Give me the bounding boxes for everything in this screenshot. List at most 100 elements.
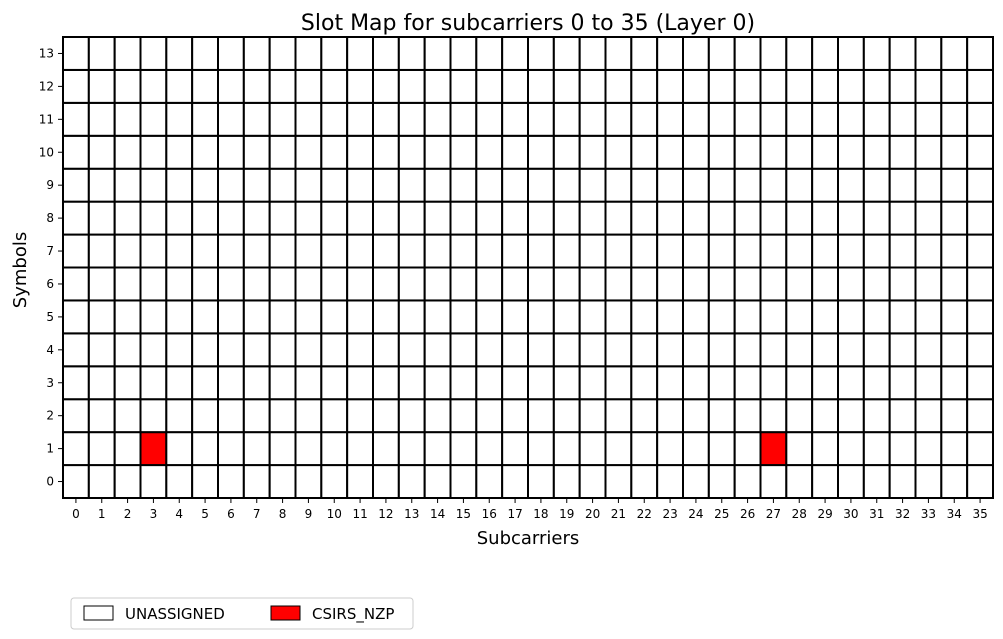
cell-unassigned	[423, 266, 452, 302]
cell-unassigned	[604, 431, 633, 467]
cell-unassigned	[242, 464, 271, 500]
x-tick-label: 18	[533, 507, 548, 521]
cell-unassigned	[527, 134, 555, 170]
cell-unassigned	[707, 200, 736, 236]
x-tick-label: 34	[947, 507, 962, 521]
cell-unassigned	[294, 299, 323, 335]
cell-unassigned	[501, 431, 530, 467]
x-tick-label: 25	[714, 507, 729, 521]
cell-unassigned	[346, 431, 375, 467]
cell-unassigned	[785, 101, 814, 137]
cell-unassigned	[966, 398, 994, 434]
cell-unassigned	[346, 233, 375, 269]
cell-unassigned	[294, 134, 323, 170]
cell-unassigned	[475, 101, 504, 137]
cell-unassigned	[578, 200, 607, 236]
cell-unassigned	[242, 36, 271, 71]
cell-unassigned	[552, 431, 581, 467]
cell-unassigned	[423, 134, 452, 170]
cell-unassigned	[475, 365, 504, 401]
cell-unassigned	[733, 68, 762, 104]
cell-unassigned	[759, 167, 788, 203]
cell-unassigned	[966, 68, 994, 104]
cell-unassigned	[113, 464, 142, 500]
cell-unassigned	[449, 68, 478, 104]
cell-unassigned	[604, 36, 633, 71]
cell-unassigned	[733, 464, 762, 500]
cell-unassigned	[268, 68, 297, 104]
cell-unassigned	[62, 134, 90, 170]
cell-unassigned	[62, 266, 90, 302]
cell-unassigned	[423, 431, 452, 467]
cell-unassigned	[656, 365, 684, 401]
y-tick-label: 4	[46, 343, 54, 357]
cell-unassigned	[733, 134, 762, 170]
cell-unassigned	[733, 431, 762, 467]
cell-unassigned	[888, 365, 917, 401]
x-tick-label: 33	[921, 507, 936, 521]
cell-unassigned	[707, 299, 736, 335]
cell-unassigned	[862, 365, 891, 401]
cell-unassigned	[320, 200, 349, 236]
cell-unassigned	[630, 101, 659, 137]
cell-unassigned	[191, 299, 219, 335]
cell-unassigned	[966, 431, 994, 467]
x-tick-label: 2	[124, 507, 132, 521]
cell-unassigned	[604, 332, 633, 368]
cell-unassigned	[811, 431, 839, 467]
y-tick-label: 10	[39, 145, 54, 159]
cell-unassigned	[682, 332, 710, 368]
cell-unassigned	[578, 464, 607, 500]
cell-unassigned	[552, 299, 581, 335]
x-tick-label: 3	[150, 507, 158, 521]
cell-unassigned	[217, 299, 245, 335]
cell-unassigned	[294, 200, 323, 236]
cell-unassigned	[837, 134, 865, 170]
cell-unassigned	[552, 398, 581, 434]
cell-unassigned	[113, 36, 142, 71]
cell-unassigned	[707, 464, 736, 500]
cell-unassigned	[733, 299, 762, 335]
cell-unassigned	[217, 365, 245, 401]
cell-unassigned	[578, 101, 607, 137]
x-tick-label: 13	[404, 507, 419, 521]
y-tick-label: 13	[39, 46, 54, 60]
cell-unassigned	[888, 36, 917, 71]
cell-unassigned	[217, 332, 245, 368]
cell-unassigned	[191, 101, 219, 137]
y-tick-label: 1	[46, 442, 54, 456]
cell-unassigned	[811, 398, 839, 434]
cell-unassigned	[862, 101, 891, 137]
cell-unassigned	[397, 464, 426, 500]
cell-unassigned	[423, 299, 452, 335]
cell-unassigned	[837, 365, 865, 401]
cell-unassigned	[630, 464, 659, 500]
cell-unassigned	[320, 68, 349, 104]
cell-unassigned	[165, 398, 194, 434]
y-tick-label: 7	[46, 244, 54, 258]
cell-unassigned	[862, 167, 891, 203]
cell-unassigned	[113, 398, 142, 434]
cell-unassigned	[966, 266, 994, 302]
cell-unassigned	[113, 101, 142, 137]
y-tick-label: 12	[39, 79, 54, 93]
cell-unassigned	[449, 200, 478, 236]
cell-unassigned	[165, 299, 194, 335]
cell-unassigned	[217, 134, 245, 170]
x-tick-label: 6	[227, 507, 235, 521]
cell-unassigned	[242, 200, 271, 236]
cell-unassigned	[320, 332, 349, 368]
cell-unassigned	[346, 200, 375, 236]
cell-csirs-nzp	[759, 431, 788, 467]
cell-unassigned	[501, 101, 530, 137]
cell-unassigned	[268, 101, 297, 137]
cell-unassigned	[785, 266, 814, 302]
cell-unassigned	[320, 36, 349, 71]
cell-unassigned	[87, 200, 116, 236]
cell-unassigned	[811, 464, 839, 500]
cell-unassigned	[733, 167, 762, 203]
cell-unassigned	[888, 299, 917, 335]
cell-unassigned	[966, 200, 994, 236]
x-tick-label: 29	[817, 507, 832, 521]
cell-unassigned	[501, 167, 530, 203]
